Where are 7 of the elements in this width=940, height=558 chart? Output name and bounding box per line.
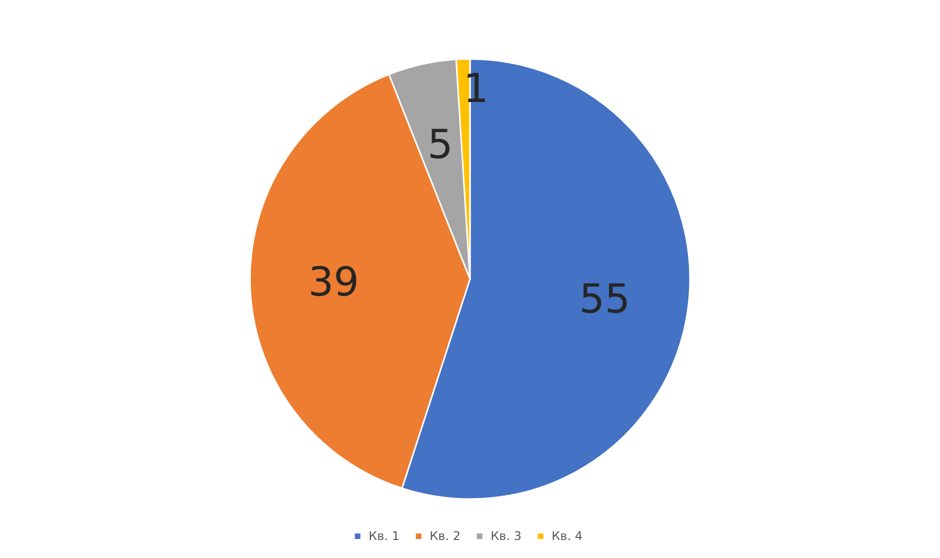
data-label: 39 <box>308 259 360 306</box>
legend-label: Кв. 1 <box>368 529 400 544</box>
data-label: 55 <box>579 276 630 322</box>
legend-label: Кв. 4 <box>552 529 582 544</box>
data-label: 5 <box>428 122 453 168</box>
legend-label: Кв. 2 <box>430 529 460 544</box>
legend-label: Кв. 3 <box>490 529 522 544</box>
